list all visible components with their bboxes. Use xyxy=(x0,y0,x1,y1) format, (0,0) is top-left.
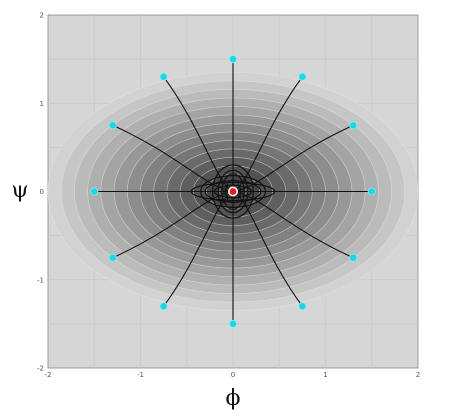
y-tick-label: -2 xyxy=(37,365,44,373)
start-markers xyxy=(90,55,376,328)
x-axis-label: ϕ xyxy=(226,386,241,411)
minimum-marker-group xyxy=(228,186,239,197)
trajectory-path xyxy=(163,190,234,307)
start-marker xyxy=(367,187,376,196)
start-marker xyxy=(90,187,99,196)
spiral-ring xyxy=(221,173,245,210)
start-marker xyxy=(349,121,358,130)
y-tick-label: 0 xyxy=(40,188,44,196)
start-marker xyxy=(298,72,307,81)
start-marker xyxy=(108,253,117,262)
start-marker xyxy=(228,55,237,64)
x-tick-label: 0 xyxy=(231,371,235,379)
trajectory-path xyxy=(163,76,234,193)
x-tick-label: 2 xyxy=(416,371,420,379)
spiral-ring xyxy=(225,179,242,204)
start-marker xyxy=(298,302,307,311)
trajectory-path xyxy=(232,76,303,193)
start-marker xyxy=(228,319,237,328)
trajectory-path xyxy=(112,124,234,193)
start-marker xyxy=(159,72,168,81)
tick-labels: -2 -1 0 1 2 2 1 0 -1 -2 xyxy=(37,12,420,380)
trajectory-path xyxy=(232,190,354,259)
x-tick-label: 1 xyxy=(323,371,327,379)
spiral-ring xyxy=(217,169,249,214)
start-marker xyxy=(159,302,168,311)
spiral-ring xyxy=(204,180,262,203)
y-tick-label: 1 xyxy=(40,100,44,108)
x-tick-label: -1 xyxy=(137,371,144,379)
spiral-ring xyxy=(200,175,266,208)
x-tick-label: -2 xyxy=(45,371,52,379)
trajectory-path xyxy=(112,190,234,259)
y-tick-label: -1 xyxy=(37,276,44,284)
trajectory-path xyxy=(232,124,354,193)
spiral-ring xyxy=(190,182,276,201)
trajectory-path xyxy=(232,190,303,307)
spiral-ring xyxy=(212,164,254,219)
convergence-spiral xyxy=(190,164,276,219)
y-axis-label: ψ xyxy=(11,178,28,203)
start-marker xyxy=(349,253,358,262)
start-marker xyxy=(108,121,117,130)
spiral-ring xyxy=(213,184,253,199)
y-tick-label: 2 xyxy=(40,12,44,20)
minimum-marker xyxy=(228,186,239,197)
